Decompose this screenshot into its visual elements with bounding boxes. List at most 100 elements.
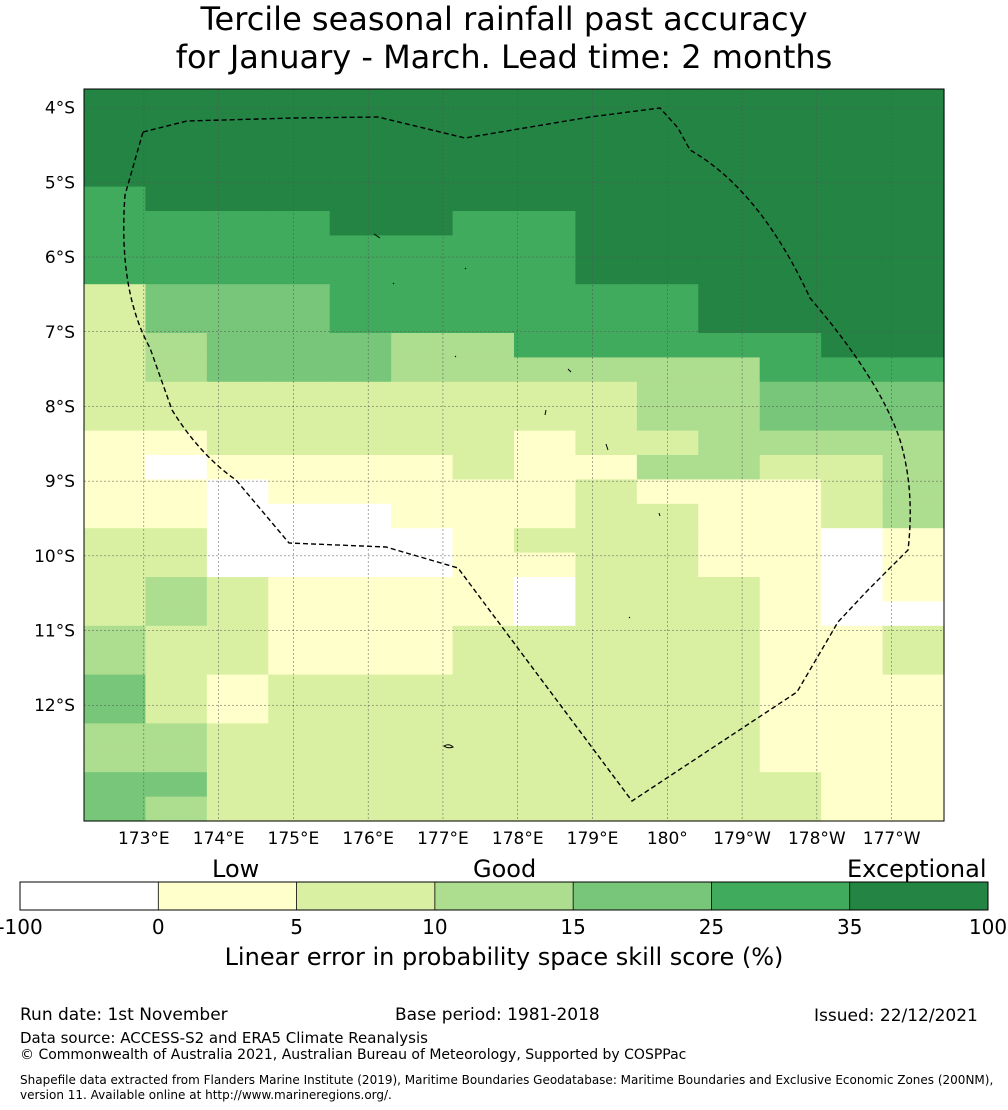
colorbar-segment: [849, 882, 989, 910]
heatmap-cell: [636, 528, 699, 554]
heatmap-cell: [821, 211, 884, 236]
heatmap-cell: [145, 577, 208, 602]
heatmap-cell: [206, 406, 269, 432]
heatmap-cell: [759, 528, 822, 554]
heatmap-cell: [84, 381, 147, 407]
heatmap-cell: [821, 259, 884, 285]
heatmap-cell: [452, 284, 515, 310]
heatmap-cell: [452, 699, 515, 724]
heatmap-cell: [575, 186, 638, 212]
heatmap-cell: [268, 89, 331, 114]
heatmap-cell: [821, 137, 884, 163]
y-tick-label: 4°S: [45, 99, 75, 119]
heatmap-cell: [698, 235, 761, 261]
heatmap-cell: [759, 455, 822, 480]
heatmap-cell: [329, 650, 392, 676]
heatmap-cell: [882, 162, 945, 188]
colorbar-segment: [20, 882, 159, 910]
heatmap-cell: [514, 552, 577, 578]
heatmap-cell: [268, 455, 331, 480]
heatmap-cell: [821, 357, 884, 383]
issued-date: Issued: 22/12/2021: [814, 1006, 978, 1026]
heatmap-cell: [268, 430, 331, 456]
heatmap-cell: [821, 381, 884, 407]
heatmap-cell: [145, 308, 208, 334]
heatmap-cell: [636, 674, 699, 700]
heatmap-cell: [575, 357, 638, 383]
heatmap-cell: [636, 455, 699, 480]
heatmap-cell: [84, 577, 147, 602]
heatmap-cell: [514, 528, 577, 554]
heatmap-cell: [698, 381, 761, 407]
heatmap-cell: [268, 503, 331, 529]
heatmap-cell: [329, 528, 392, 554]
heatmap-cell: [514, 113, 577, 139]
heatmap-cell: [698, 650, 761, 676]
heatmap-cell: [145, 601, 208, 627]
heatmap-cell: [452, 430, 515, 456]
heatmap-cell: [206, 113, 269, 139]
heatmap-cell: [882, 796, 945, 822]
heatmap-cell: [329, 747, 392, 773]
heatmap-cell: [391, 528, 454, 554]
heatmap-cell: [514, 235, 577, 261]
heatmap-cell: [636, 186, 699, 212]
heatmap-cell: [206, 747, 269, 773]
heatmap-cell: [698, 674, 761, 700]
heatmap-cell: [145, 674, 208, 700]
heatmap-cell: [145, 89, 208, 114]
heatmap-cell: [145, 137, 208, 163]
heatmap-cell: [759, 577, 822, 602]
skill-map: 173°E 174°E 175°E 176°E 177°E 178°E 179°E 180° 1…: [0, 88, 1007, 939]
heatmap-cell: [84, 747, 147, 773]
heatmap-cell: [821, 650, 884, 676]
heatmap-cell: [882, 430, 945, 456]
heatmap-cell: [84, 137, 147, 163]
x-tick-label: 177°E: [417, 829, 469, 849]
heatmap-cell: [391, 430, 454, 456]
heatmap-cell: [391, 162, 454, 188]
heatmap-cell: [882, 259, 945, 285]
island: [443, 744, 454, 749]
y-tick-label: 12°S: [34, 696, 75, 716]
heatmap-cell: [882, 113, 945, 139]
colorbar-segment: [158, 882, 297, 910]
heatmap-cell: [514, 601, 577, 627]
heatmap-cell: [882, 89, 945, 114]
x-tick-label: 177°W: [863, 829, 921, 849]
heatmap-cell: [698, 699, 761, 724]
heatmap-cell: [636, 113, 699, 139]
heatmap-cell: [452, 186, 515, 212]
heatmap-cell: [391, 89, 454, 114]
heatmap-cell: [452, 601, 515, 627]
island: [658, 512, 661, 517]
heatmap-cell: [759, 699, 822, 724]
heatmap-cell: [206, 650, 269, 676]
heatmap-cell: [575, 259, 638, 285]
heatmap-cell: [329, 308, 392, 334]
heatmap-cell: [821, 113, 884, 139]
heatmap-cell: [759, 259, 822, 285]
heatmap-cell: [882, 479, 945, 505]
heatmap-cell: [329, 674, 392, 700]
heatmap-cell: [145, 186, 208, 212]
page-title-line-2: for January - March. Lead time: 2 months: [175, 38, 833, 76]
x-tick-label: 173°E: [118, 829, 170, 849]
x-axis-ticks: 173°E 174°E 175°E 176°E 177°E 178°E 179°E 180° 1…: [118, 829, 921, 849]
heatmap-cell: [575, 796, 638, 822]
heatmap-cell: [636, 357, 699, 383]
heatmap-cell: [514, 430, 577, 456]
heatmap-cell: [636, 650, 699, 676]
quality-label-exceptional: Exceptional: [847, 855, 987, 883]
heatmap-cell: [575, 89, 638, 114]
heatmap-cell: [145, 625, 208, 651]
quality-label-low: Low: [212, 855, 260, 883]
heatmap-cell: [206, 455, 269, 480]
heatmap-cell: [391, 747, 454, 773]
heatmap-cell: [206, 479, 269, 505]
colorbar-segment: [573, 882, 712, 910]
heatmap-cell: [698, 89, 761, 114]
heatmap-cell: [268, 552, 331, 578]
heatmap-cell: [514, 89, 577, 114]
heatmap-cell: [759, 723, 822, 749]
